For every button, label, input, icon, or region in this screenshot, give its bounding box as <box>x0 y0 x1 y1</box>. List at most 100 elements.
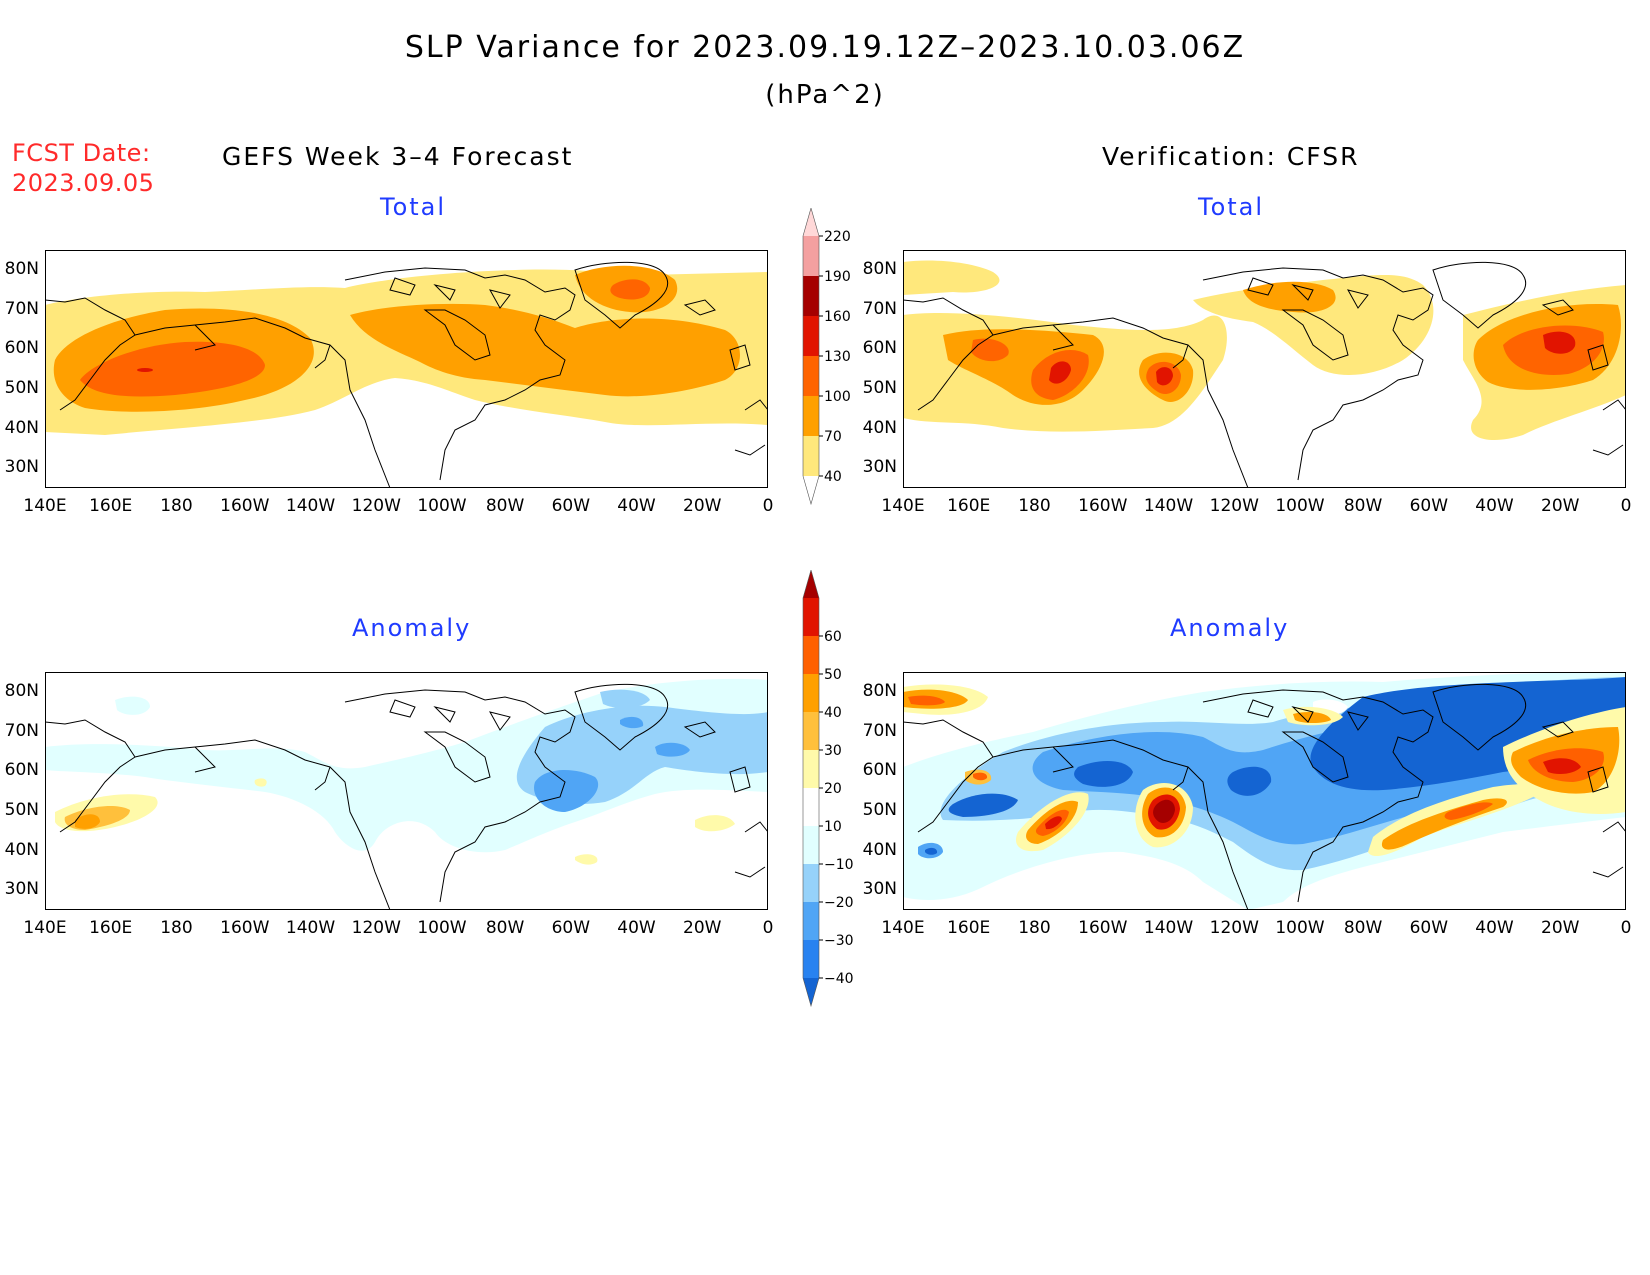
anomaly-colorbar-label: 30 <box>824 743 842 759</box>
verification-total-lon-tick: 140W <box>1143 496 1194 516</box>
anomaly-colorbar-swatch <box>803 674 819 712</box>
anomaly-colorbar-label: 50 <box>824 667 842 683</box>
forecast-total-lon-tick: 80W <box>485 496 525 516</box>
total-colorbar-label: 190 <box>824 269 851 285</box>
forecast-anomaly-lon-tick: 140W <box>285 918 336 938</box>
forecast-anomaly-map <box>45 672 768 910</box>
fc-total-100-b <box>610 279 650 300</box>
forecast-total-lon-tick: 0 <box>762 496 774 516</box>
total-colorbar-lower-extension <box>803 476 819 504</box>
fc-total-70-b <box>350 303 740 397</box>
forecast-anomaly-lon-tick: 100W <box>417 918 467 938</box>
forecast-anomaly-lon-tick: 20W <box>683 918 722 938</box>
verification-anomaly-lat-tick: 50N <box>862 799 897 820</box>
verification-total-label: Total <box>1198 193 1265 221</box>
verification-total-lat-tick: 80N <box>862 258 897 279</box>
verification-anomaly-lon-tick: 0 <box>1620 918 1632 938</box>
anomaly-colorbar-label: −20 <box>824 895 854 911</box>
forecast-anomaly-lat-tick: 80N <box>4 680 39 701</box>
forecast-anomaly-lon-tick: 160W <box>220 918 270 938</box>
verification-anomaly-lon-tick: 160W <box>1078 918 1128 938</box>
coastlines <box>45 683 768 910</box>
verification-total-lon-tick: 100W <box>1275 496 1325 516</box>
forecast-total-lon-tick: 40W <box>617 496 656 516</box>
total-colorbar-label: 130 <box>824 349 851 365</box>
fc-total-130 <box>137 368 153 372</box>
total-colorbar-label: 220 <box>824 229 851 245</box>
forecast-anomaly-lon-tick: 180 <box>160 918 193 938</box>
total-colorbar-swatch <box>803 276 819 316</box>
anomaly-colorbar-label: 60 <box>824 629 842 645</box>
total-colorbar-swatch <box>803 236 819 276</box>
coastlines <box>903 261 1626 488</box>
anomaly-colorbar-lower-extension <box>803 978 819 1006</box>
total-colorbar-label: 100 <box>824 389 851 405</box>
forecast-anomaly-lat-tick: 40N <box>4 839 39 860</box>
map-frame <box>45 672 768 910</box>
ver-anom-m40-d <box>1227 766 1272 796</box>
ver-anom-pos-greenland-2 <box>1293 712 1331 723</box>
verification-anomaly-lon-tick: 160E <box>947 918 991 938</box>
total-colorbar-upper-extension <box>803 208 819 236</box>
ver-anom-m40-e <box>925 847 938 855</box>
anomaly-colorbar-upper-extension <box>803 570 819 598</box>
forecast-anomaly-lon-tick: 120W <box>351 918 401 938</box>
verification-total-lat-tick: 40N <box>862 417 897 438</box>
anomaly-colorbar-swatch <box>803 788 819 826</box>
forecast-anomaly-lon-tick: 40W <box>617 918 656 938</box>
anomaly-colorbar-swatch <box>803 940 819 978</box>
forecast-anomaly-lon-tick: 160E <box>89 918 133 938</box>
anomaly-colorbar-label: 40 <box>824 705 842 721</box>
total-colorbar-label: 70 <box>824 429 842 445</box>
verification-anomaly-map <box>903 672 1626 910</box>
ver-anom-pos-atl-3 <box>1444 802 1493 820</box>
total-colorbar-swatch <box>803 436 819 476</box>
verification-total-lon-tick: 180 <box>1018 496 1051 516</box>
anomaly-colorbar-swatch <box>803 712 819 750</box>
ver-total-130-b <box>1156 367 1173 386</box>
total-colorbar-swatch <box>803 316 819 356</box>
units-label: (hPa^2) <box>765 80 885 110</box>
fc-anom-m30-b <box>655 742 690 757</box>
fc-anom-p10-c <box>575 854 598 865</box>
ver-anom-pos-east-4 <box>1543 758 1581 775</box>
forecast-total-lon-tick: 20W <box>683 496 722 516</box>
forecast-total-map <box>45 250 768 488</box>
ver-anom-pos-west-2 <box>973 772 988 781</box>
fc-anom-m30-c <box>620 716 644 729</box>
verification-total-lon-tick: 160W <box>1078 496 1128 516</box>
forecast-total-lon-tick: 160E <box>89 496 133 516</box>
verification-total-lon-tick: 60W <box>1409 496 1449 516</box>
forecast-total-lat-tick: 80N <box>4 258 39 279</box>
forecast-anomaly-field <box>45 678 768 865</box>
forecast-total-field <box>45 265 768 435</box>
anomaly-colorbar-label: 20 <box>824 781 842 797</box>
anomaly-colorbar-swatch <box>803 902 819 940</box>
forecast-total-lat-tick: 40N <box>4 417 39 438</box>
total-colorbar-label: 160 <box>824 309 851 325</box>
verification-anomaly-lon-tick: 20W <box>1541 918 1580 938</box>
forecast-total-lon-tick: 60W <box>551 496 591 516</box>
verification-total-lat-tick: 60N <box>862 338 897 359</box>
verification-anomaly-lon-tick: 60W <box>1409 918 1449 938</box>
forecast-total-label: Total <box>380 193 447 221</box>
forecast-total-lat-tick: 70N <box>4 298 39 319</box>
anomaly-colorbar-swatch <box>803 864 819 902</box>
ver-total-40-a <box>903 260 1000 295</box>
verification-heading: Verification: CFSR <box>1102 142 1360 171</box>
fc-anom-m30-a <box>534 770 599 812</box>
title-text: SLP Variance for 2023.09.19.12Z–2023.10.… <box>404 30 1246 65</box>
coastlines <box>903 683 1626 910</box>
verification-total-lat-tick: 30N <box>862 457 897 478</box>
forecast-heading: GEFS Week 3–4 Forecast <box>222 142 574 171</box>
verification-total-lat-tick: 70N <box>862 298 897 319</box>
verification-anomaly-label: Anomaly <box>1170 614 1290 642</box>
fcst-label: FCST Date: <box>12 139 151 167</box>
forecast-total-lat-tick: 30N <box>4 457 39 478</box>
anomaly-colorbar-outline <box>802 570 820 1008</box>
verification-total-lon-tick: 20W <box>1541 496 1580 516</box>
forecast-anomaly-lat-tick: 70N <box>4 720 39 741</box>
forecast-anomaly-lon-tick: 80W <box>485 918 525 938</box>
fc-anom-m10-b <box>115 696 150 715</box>
ver-total-130-c <box>1543 331 1576 354</box>
